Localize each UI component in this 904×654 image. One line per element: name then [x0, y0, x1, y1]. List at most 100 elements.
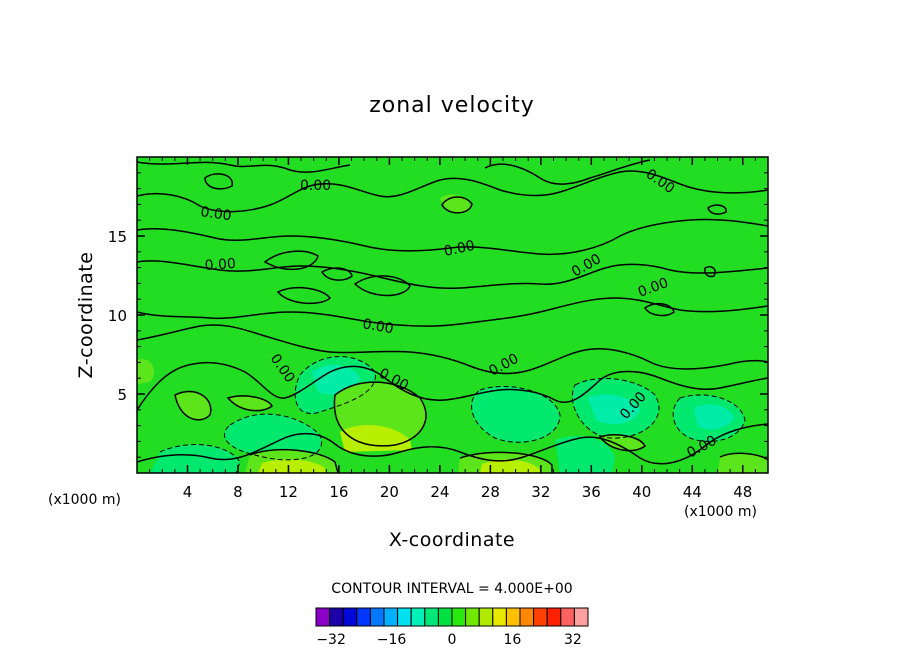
contour-label: 0.00: [361, 316, 394, 337]
contour-shading: [137, 194, 768, 473]
contour-line: [276, 286, 332, 305]
colorbar-swatch: [410, 607, 426, 627]
contour-line: [249, 448, 339, 473]
contour-line: [598, 434, 646, 452]
contour-line: [137, 170, 768, 213]
plot-area: 0.00 0.00 0.00 0.00 0.00 0.00 0.00 0.00 …: [137, 157, 768, 473]
y-axis-title: Z-coordinate: [75, 252, 97, 379]
colorbar-swatch: [519, 607, 535, 627]
contour-line: [204, 173, 233, 190]
x-tick-label: 44: [683, 483, 702, 501]
contour-line: [137, 218, 768, 256]
positive-region: [228, 395, 272, 411]
y-tick-label: 10: [108, 307, 127, 325]
contour-line: [571, 378, 660, 439]
contour-line: [459, 451, 553, 473]
colorbar-swatch: [397, 607, 412, 627]
contour-line: [137, 423, 768, 465]
contour-label: 0.00: [204, 256, 236, 274]
negative-region: [694, 404, 734, 430]
colorbar-tick-label: 16: [504, 632, 522, 648]
negative-region: [150, 444, 240, 473]
colorbar-tick-label: 0: [448, 632, 457, 648]
contour-line: [707, 204, 727, 215]
x-tick-label: 4: [183, 483, 193, 501]
colorbar-swatch: [505, 607, 521, 627]
contour-line: [263, 250, 319, 271]
contour-line: [333, 381, 427, 447]
positive-region: [718, 453, 768, 473]
negative-region: [588, 394, 640, 424]
contour-line: [226, 395, 273, 412]
contour-line: [353, 275, 411, 297]
x-tick-label: 16: [329, 483, 348, 501]
positive-region: [600, 434, 645, 451]
colorbar-tick-label: −32: [316, 632, 346, 648]
colorbar-tick-label: −16: [377, 632, 407, 648]
x-unit-label-right: (x1000 m): [684, 504, 757, 520]
colorbar-ticks: −32 −16 0 16 32: [316, 632, 581, 648]
y-axis: 5 10 15: [108, 172, 768, 458]
contour-interval-label: CONTOUR INTERVAL = 4.000E+00: [331, 581, 572, 597]
y-tick-label: 5: [117, 386, 127, 404]
colorbar-swatch: [573, 607, 589, 627]
contour-line: [672, 394, 746, 442]
colorbar-swatch: [478, 607, 494, 627]
x-tick-label: 8: [233, 483, 243, 501]
x-tick-label: 24: [430, 483, 449, 501]
colorbar-swatch: [437, 607, 453, 627]
contour-line: [137, 297, 768, 327]
colorbar-swatch: [465, 607, 480, 627]
colorbar-swatch: [369, 607, 385, 627]
colorbar-swatch: [546, 607, 562, 627]
colorbar-swatch: [424, 607, 439, 627]
contour-label: 0.00: [199, 204, 232, 224]
y-tick-label: 15: [108, 228, 127, 246]
colorbar-swatch: [315, 607, 331, 627]
contour-line: [137, 324, 768, 375]
x-tick-label: 20: [380, 483, 399, 501]
contour-line: [643, 302, 675, 317]
x-axis-title: X-coordinate: [389, 529, 515, 551]
contour-line: [484, 159, 651, 185]
colorbar-swatch: [329, 607, 344, 627]
negative-region: [471, 386, 560, 443]
contour-line: [719, 452, 768, 461]
negative-contour-lines: [159, 356, 746, 473]
contour-line: [137, 161, 351, 173]
colorbar-swatch: [383, 607, 399, 627]
colorbar-swatch: [342, 607, 358, 627]
positive-region: [137, 359, 155, 384]
contour-line: [137, 361, 768, 411]
x-tick-label: 28: [481, 483, 500, 501]
x-unit-label-left: (x1000 m): [48, 492, 121, 508]
contour-line: [471, 386, 561, 443]
contour-line: [137, 260, 768, 290]
x-tick-label: 36: [582, 483, 601, 501]
x-tick-label: 32: [531, 483, 550, 501]
contour-line: [294, 356, 376, 414]
contour-label: 0.00: [443, 238, 477, 260]
x-tick-label: 48: [733, 483, 752, 501]
colorbar-swatch: [356, 607, 371, 627]
negative-region: [224, 414, 322, 460]
x-axis: 4 8 12 16 20 24 28 32 36 40 44 48: [149, 157, 756, 501]
contour-line: [441, 196, 473, 214]
chart-title: zonal velocity: [369, 93, 535, 118]
colorbar-tick-label: 32: [564, 632, 582, 648]
colorbar-swatch: [533, 607, 548, 627]
contour-lines: [137, 159, 768, 473]
contour-line: [174, 390, 212, 421]
colorbar: [315, 607, 589, 627]
contour-line: [320, 267, 353, 281]
contour-line: [159, 444, 241, 473]
contour-line: [224, 413, 323, 461]
positive-region: [480, 459, 540, 473]
colorbar-swatch: [492, 607, 507, 627]
contour-label: 0.00: [300, 178, 331, 194]
contour-line: [704, 265, 717, 278]
negative-region: [555, 435, 615, 473]
x-tick-label: 12: [279, 483, 298, 501]
x-tick-label: 40: [632, 483, 651, 501]
